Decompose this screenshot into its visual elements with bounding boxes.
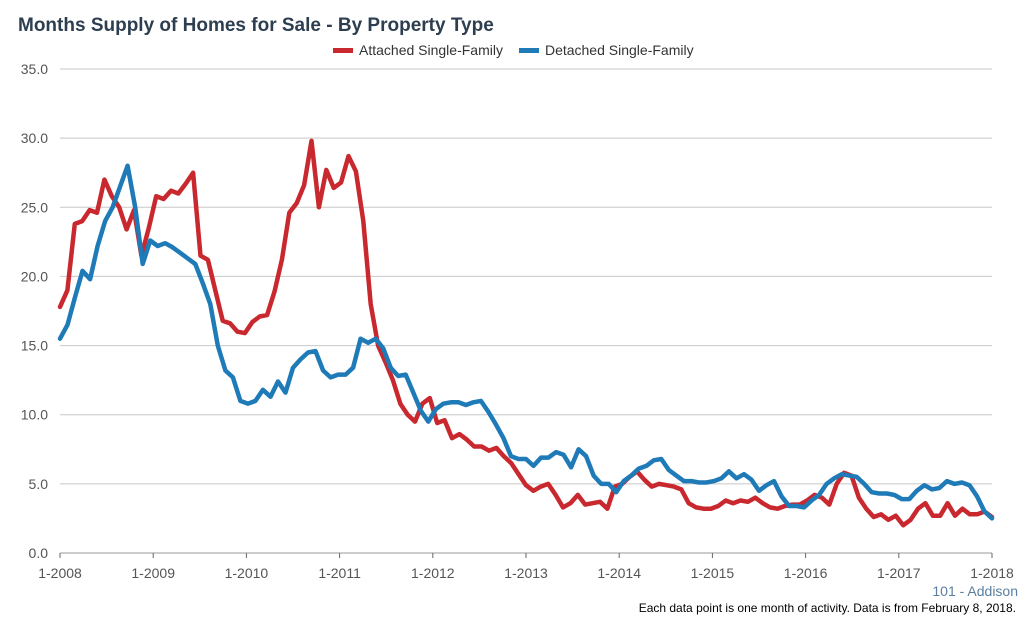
series-line-attached [57,138,995,528]
footnote: Each data point is one month of activity… [638,601,1016,615]
legend-item-detached[interactable]: Detached Single-Family [518,42,694,58]
x-tick-label: 1-2014 [597,565,641,581]
legend-item-attached[interactable]: Attached Single-Family [333,42,503,58]
x-tick-label: 1-2011 [318,565,361,581]
y-tick-label: 30.0 [21,130,48,146]
y-tick-label: 35.0 [21,61,48,77]
chart-legend: Attached Single-Family Detached Single-F… [333,42,694,58]
legend-label-detached: Detached Single-Family [544,42,694,58]
legend-swatch-detached [518,47,539,53]
x-tick-label: 1-2016 [784,565,828,581]
x-tick-label: 1-2009 [131,565,175,581]
y-tick-label: 0.0 [29,545,49,561]
y-tick-label: 5.0 [29,476,49,492]
x-tick-label: 1-2013 [504,565,548,581]
legend-swatch-attached [333,47,353,53]
y-tick-label: 15.0 [21,338,48,354]
y-tick-label: 25.0 [21,199,48,215]
chart-title: Months Supply of Homes for Sale - By Pro… [18,15,494,36]
location-label: 101 - Addison [932,583,1018,599]
x-tick-label: 1-2010 [225,565,269,581]
x-tick-label: 1-2018 [970,565,1014,581]
x-tick-label: 1-2008 [38,565,82,581]
legend-label-attached: Attached Single-Family [359,42,503,58]
x-tick-label: 1-2012 [411,565,455,581]
y-tick-label: 10.0 [21,407,48,423]
series-line-detached [57,163,995,521]
x-tick-label: 1-2017 [877,565,921,581]
x-tick-label: 1-2015 [691,565,735,581]
y-tick-label: 20.0 [21,268,48,284]
